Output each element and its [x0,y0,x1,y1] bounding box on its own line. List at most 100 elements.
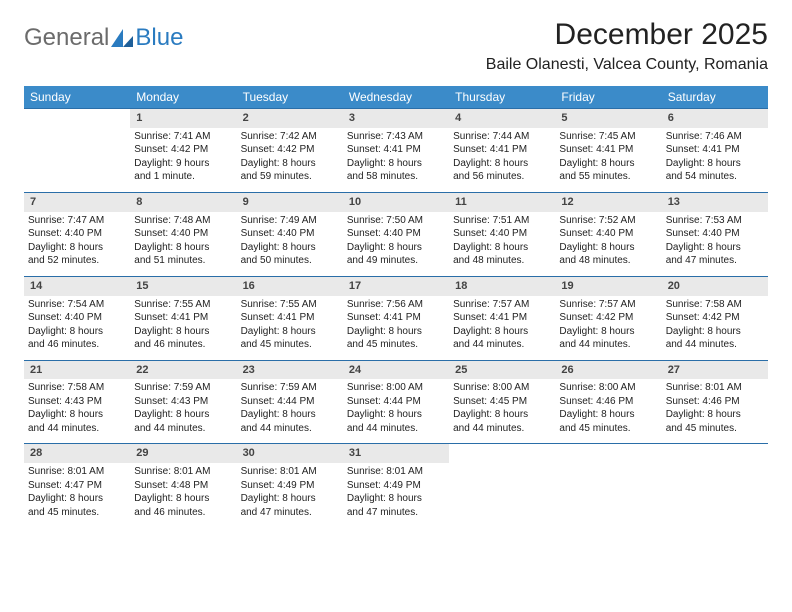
day-number-cell [555,444,661,463]
day-cell: Sunrise: 7:50 AMSunset: 4:40 PMDaylight:… [343,212,449,277]
day-cell [662,463,768,527]
sunset-text: Sunset: 4:40 PM [666,227,764,241]
day-cell: Sunrise: 7:53 AMSunset: 4:40 PMDaylight:… [662,212,768,277]
day-number-cell: 7 [24,192,130,211]
day-cell: Sunrise: 7:57 AMSunset: 4:42 PMDaylight:… [555,296,661,361]
daylight-text-1: Daylight: 8 hours [134,492,232,506]
sunrise-text: Sunrise: 8:01 AM [347,465,445,479]
sunrise-text: Sunrise: 8:01 AM [241,465,339,479]
sunset-text: Sunset: 4:40 PM [28,311,126,325]
day-number-row: 78910111213 [24,192,768,211]
day-number-cell: 30 [237,444,343,463]
day-cell: Sunrise: 7:54 AMSunset: 4:40 PMDaylight:… [24,296,130,361]
sunset-text: Sunset: 4:44 PM [347,395,445,409]
weekday-header: Sunday [24,86,130,109]
day-cell: Sunrise: 7:51 AMSunset: 4:40 PMDaylight:… [449,212,555,277]
daylight-text-2: and 44 minutes. [559,338,657,352]
day-cell: Sunrise: 8:01 AMSunset: 4:49 PMDaylight:… [237,463,343,527]
sunset-text: Sunset: 4:44 PM [241,395,339,409]
day-cell: Sunrise: 7:55 AMSunset: 4:41 PMDaylight:… [237,296,343,361]
daylight-text-2: and 44 minutes. [347,422,445,436]
sunrise-text: Sunrise: 7:51 AM [453,214,551,228]
sunrise-text: Sunrise: 7:55 AM [241,298,339,312]
daylight-text-1: Daylight: 8 hours [28,241,126,255]
daylight-text-2: and 44 minutes. [453,338,551,352]
day-number-cell: 28 [24,444,130,463]
logo-triangle-icon [111,29,133,47]
daylight-text-1: Daylight: 8 hours [453,157,551,171]
day-number-cell: 2 [237,109,343,128]
day-number-cell: 8 [130,192,236,211]
daylight-text-1: Daylight: 8 hours [559,241,657,255]
daylight-text-2: and 48 minutes. [559,254,657,268]
day-number-cell: 16 [237,276,343,295]
day-cell: Sunrise: 8:01 AMSunset: 4:49 PMDaylight:… [343,463,449,527]
day-content-row: Sunrise: 7:54 AMSunset: 4:40 PM Daylight:… [24,296,768,361]
daylight-text-1: Daylight: 9 hours [134,157,232,171]
day-number-cell: 14 [24,276,130,295]
daylight-text-1: Daylight: 8 hours [666,408,764,422]
daylight-text-1: Daylight: 8 hours [453,241,551,255]
logo-text-blue: Blue [135,24,183,52]
sunset-text: Sunset: 4:47 PM [28,479,126,493]
day-cell: Sunrise: 7:49 AMSunset: 4:40 PMDaylight:… [237,212,343,277]
day-number-cell: 26 [555,360,661,379]
sunrise-text: Sunrise: 7:47 AM [28,214,126,228]
daylight-text-1: Daylight: 8 hours [559,325,657,339]
daylight-text-1: Daylight: 8 hours [28,492,126,506]
day-cell: Sunrise: 8:01 AMSunset: 4:48 PMDaylight:… [130,463,236,527]
day-cell: Sunrise: 8:01 AMSunset: 4:46 PMDaylight:… [662,379,768,444]
daylight-text-1: Daylight: 8 hours [347,157,445,171]
sunrise-text: Sunrise: 8:01 AM [134,465,232,479]
daylight-text-2: and 44 minutes. [241,422,339,436]
daylight-text-2: and 55 minutes. [559,170,657,184]
day-number-cell: 25 [449,360,555,379]
day-number-cell: 19 [555,276,661,295]
daylight-text-1: Daylight: 8 hours [453,408,551,422]
calendar-table: SundayMondayTuesdayWednesdayThursdayFrid… [24,86,768,527]
sunset-text: Sunset: 4:42 PM [559,311,657,325]
sunrise-text: Sunrise: 7:45 AM [559,130,657,144]
day-cell: Sunrise: 7:52 AMSunset: 4:40 PMDaylight:… [555,212,661,277]
sunset-text: Sunset: 4:43 PM [134,395,232,409]
day-number-cell: 17 [343,276,449,295]
day-number-cell: 20 [662,276,768,295]
day-number-cell: 24 [343,360,449,379]
sunrise-text: Sunrise: 7:59 AM [241,381,339,395]
header: General Blue December 2025 Baile Olanest… [24,18,768,74]
sunrise-text: Sunrise: 7:49 AM [241,214,339,228]
sunrise-text: Sunrise: 7:53 AM [666,214,764,228]
sunrise-text: Sunrise: 8:00 AM [347,381,445,395]
sunrise-text: Sunrise: 7:55 AM [134,298,232,312]
sunrise-text: Sunrise: 7:59 AM [134,381,232,395]
sunrise-text: Sunrise: 7:56 AM [347,298,445,312]
sunset-text: Sunset: 4:48 PM [134,479,232,493]
day-cell [24,128,130,193]
sunset-text: Sunset: 4:43 PM [28,395,126,409]
daylight-text-2: and 49 minutes. [347,254,445,268]
day-number-cell: 31 [343,444,449,463]
day-cell: Sunrise: 7:59 AMSunset: 4:44 PMDaylight:… [237,379,343,444]
page: General Blue December 2025 Baile Olanest… [0,0,792,545]
sunrise-text: Sunrise: 7:57 AM [559,298,657,312]
sunset-text: Sunset: 4:41 PM [666,143,764,157]
sunrise-text: Sunrise: 8:00 AM [559,381,657,395]
day-cell: Sunrise: 7:45 AMSunset: 4:41 PMDaylight:… [555,128,661,193]
day-number-cell: 12 [555,192,661,211]
weekday-header: Tuesday [237,86,343,109]
daylight-text-2: and 44 minutes. [453,422,551,436]
day-number-cell [662,444,768,463]
day-number-cell: 11 [449,192,555,211]
sunrise-text: Sunrise: 7:57 AM [453,298,551,312]
sunrise-text: Sunrise: 8:01 AM [666,381,764,395]
day-number-row: 123456 [24,109,768,128]
day-cell: Sunrise: 7:41 AMSunset: 4:42 PMDaylight:… [130,128,236,193]
daylight-text-2: and 44 minutes. [28,422,126,436]
sunset-text: Sunset: 4:49 PM [241,479,339,493]
sunrise-text: Sunrise: 7:54 AM [28,298,126,312]
weekday-header: Friday [555,86,661,109]
sunrise-text: Sunrise: 7:58 AM [666,298,764,312]
daylight-text-2: and 56 minutes. [453,170,551,184]
day-cell: Sunrise: 8:00 AMSunset: 4:44 PMDaylight:… [343,379,449,444]
day-number-cell: 3 [343,109,449,128]
